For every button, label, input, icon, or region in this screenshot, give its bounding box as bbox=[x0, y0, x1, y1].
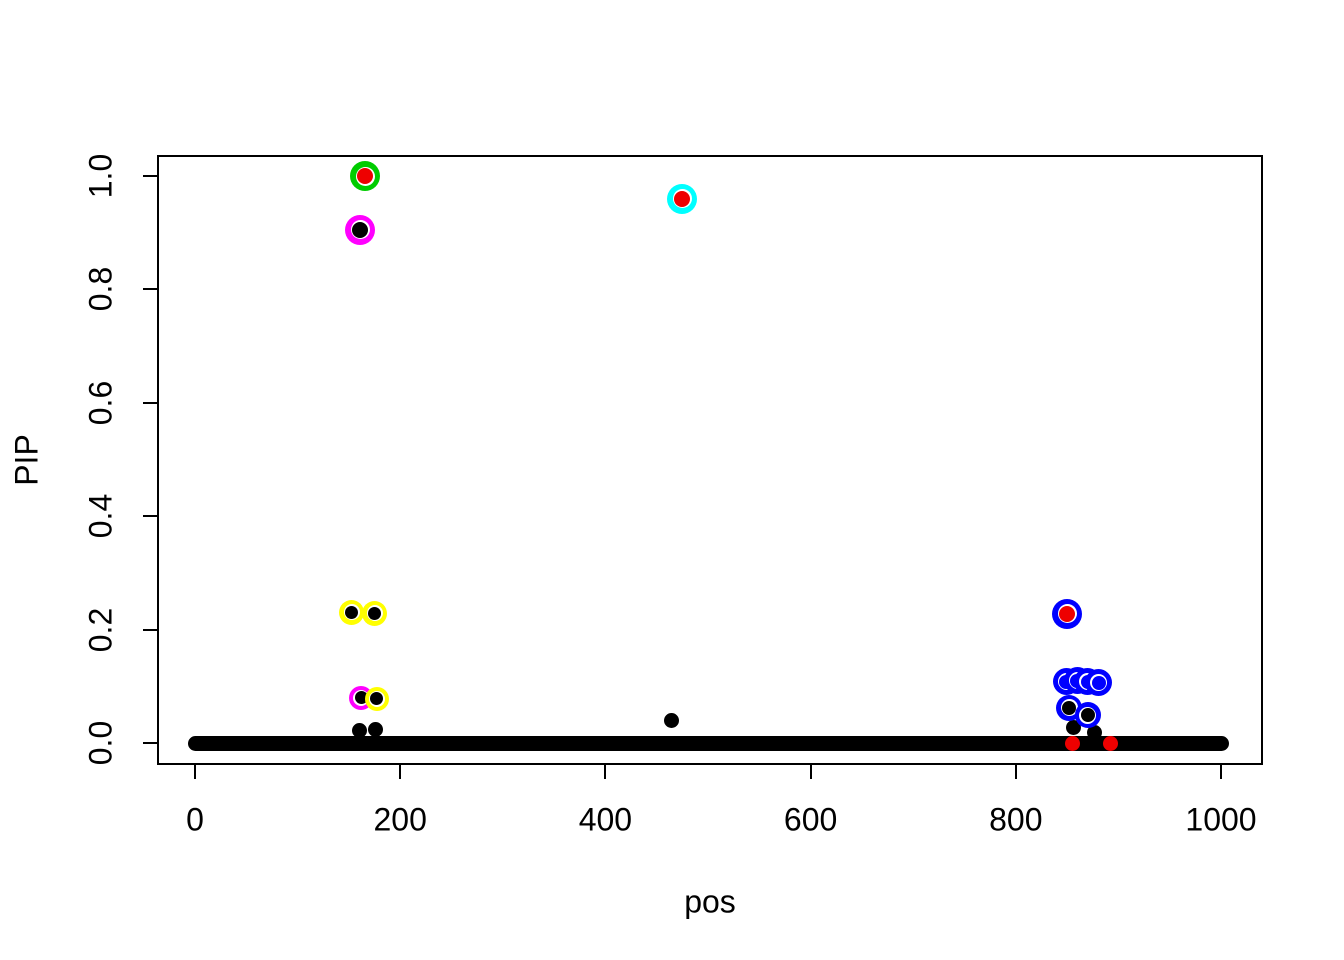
ring-gap bbox=[1079, 706, 1097, 724]
data-point bbox=[351, 723, 367, 739]
ring-gap bbox=[343, 604, 360, 621]
x-tick-label: 1000 bbox=[1185, 801, 1257, 838]
x-tick-label: 400 bbox=[578, 801, 633, 838]
point-center-dot bbox=[1080, 708, 1095, 723]
y-tick-label: 0.6 bbox=[82, 380, 119, 426]
point-center-dot bbox=[1062, 700, 1077, 715]
point-center-dot bbox=[674, 190, 691, 207]
x-tick bbox=[1014, 765, 1017, 779]
x-tick bbox=[399, 765, 402, 779]
x-tick-label: 0 bbox=[186, 801, 204, 838]
data-point bbox=[1065, 719, 1081, 735]
point-center-dot bbox=[1091, 675, 1106, 690]
x-tick-label: 600 bbox=[783, 801, 838, 838]
y-tick bbox=[143, 175, 157, 177]
y-tick bbox=[143, 288, 157, 291]
x-tick-label: 200 bbox=[373, 801, 427, 838]
ring-gap bbox=[366, 605, 383, 622]
data-point bbox=[368, 721, 384, 737]
cs-ring-point bbox=[350, 161, 381, 191]
ring-gap bbox=[672, 189, 692, 209]
point-center-dot bbox=[354, 691, 368, 705]
y-tick bbox=[143, 742, 157, 744]
ring-gap bbox=[368, 690, 385, 707]
y-axis-title: PIP bbox=[8, 434, 45, 486]
x-tick bbox=[604, 765, 607, 779]
x-axis-title: pos bbox=[684, 883, 736, 920]
ring-gap bbox=[355, 166, 375, 186]
y-tick-label: 0.8 bbox=[82, 267, 119, 312]
ring-gap bbox=[350, 220, 370, 240]
y-tick-label: 0.4 bbox=[82, 493, 119, 539]
cs-ring-point bbox=[364, 686, 389, 711]
y-tick-label: 1.0 bbox=[82, 153, 119, 199]
cs-ring-point bbox=[1085, 669, 1113, 697]
cs-ring-point bbox=[345, 214, 376, 245]
y-tick bbox=[143, 515, 157, 518]
cs-ring-point bbox=[362, 600, 388, 626]
y-tick-label: 0.0 bbox=[82, 720, 119, 766]
x-tick bbox=[194, 765, 196, 779]
point-center-dot bbox=[1059, 605, 1076, 622]
point-center-dot bbox=[352, 221, 369, 238]
plot-area bbox=[157, 155, 1263, 765]
point-center-dot bbox=[368, 606, 382, 620]
y-tick-label: 0.2 bbox=[82, 607, 119, 652]
point-center-dot bbox=[345, 605, 359, 619]
ring-gap bbox=[1090, 674, 1108, 692]
data-point bbox=[1087, 724, 1103, 740]
y-tick bbox=[143, 401, 157, 404]
cs-ring-point bbox=[1052, 598, 1083, 629]
cs-ring-point bbox=[339, 599, 365, 625]
data-point bbox=[1064, 735, 1080, 751]
cs-ring-point bbox=[1074, 702, 1101, 729]
baseline-points-run bbox=[187, 735, 1229, 751]
ring-gap bbox=[1057, 604, 1077, 624]
x-tick-label: 800 bbox=[989, 801, 1043, 838]
x-tick bbox=[1220, 765, 1222, 779]
ring-gap bbox=[1060, 699, 1078, 717]
point-center-dot bbox=[357, 168, 374, 184]
data-point bbox=[663, 713, 679, 729]
point-center-dot bbox=[370, 692, 384, 706]
x-tick bbox=[809, 765, 812, 779]
cs-ring-point bbox=[667, 183, 698, 214]
data-point bbox=[1102, 735, 1118, 751]
y-tick bbox=[143, 628, 157, 631]
